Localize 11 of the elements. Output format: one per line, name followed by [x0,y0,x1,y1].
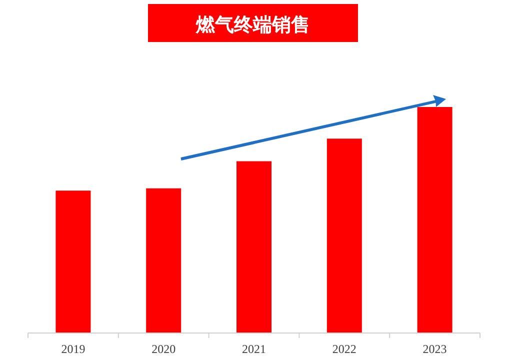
bar [146,188,182,333]
bar [417,107,452,333]
bar [326,138,362,333]
x-tick-label: 2021 [242,342,266,356]
x-tick-label: 2023 [422,342,447,356]
x-tick-label: 2019 [61,342,86,356]
x-tick-label: 2022 [332,342,356,356]
bar [236,161,272,333]
bar [56,190,91,333]
chart-title: 燃气终端销售 [195,14,310,36]
x-tick-label: 2020 [152,342,176,356]
